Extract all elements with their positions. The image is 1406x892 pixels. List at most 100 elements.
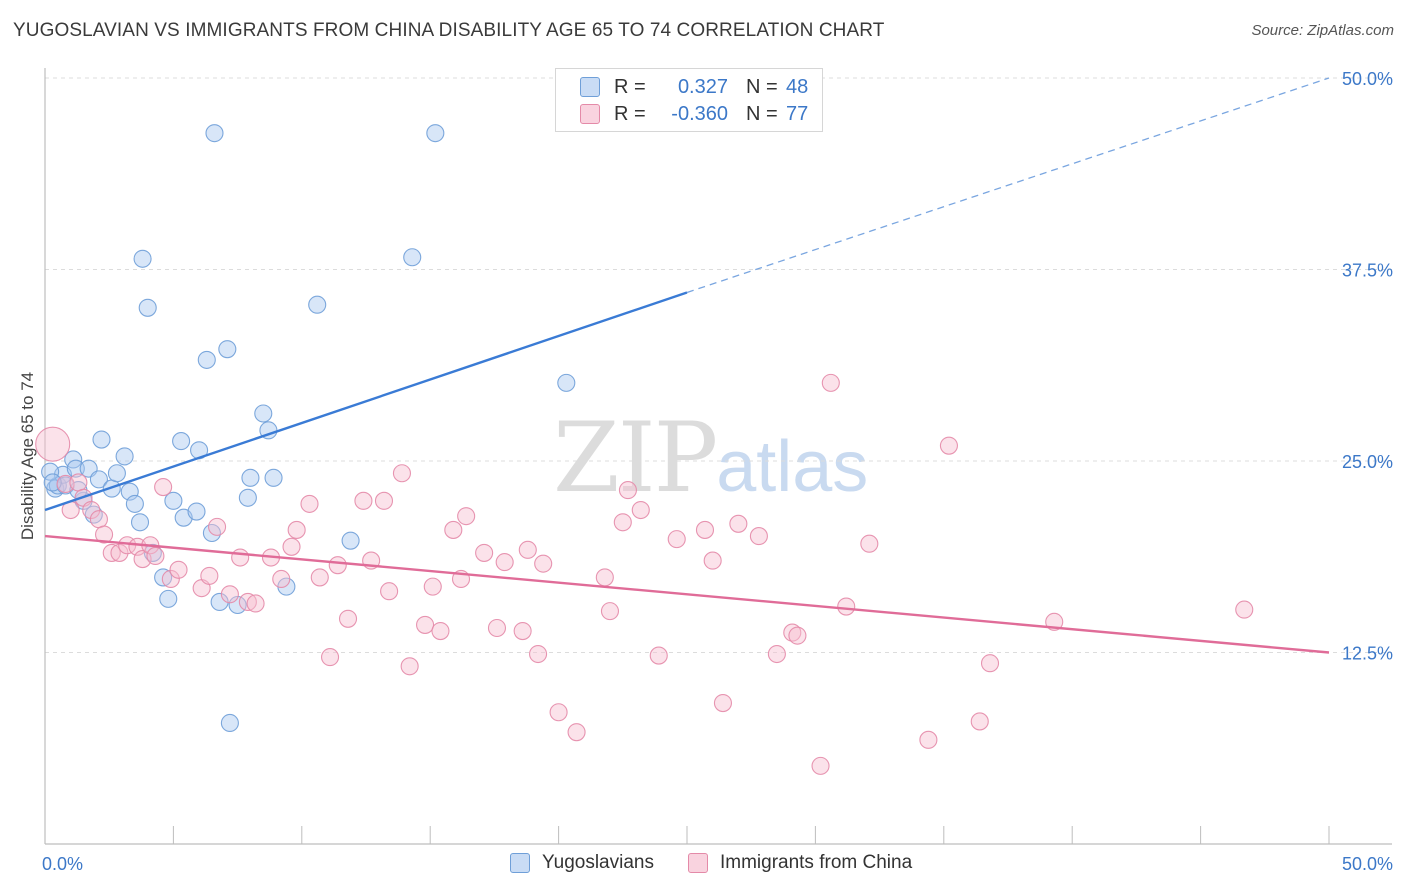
point-yugoslavian	[403, 248, 422, 267]
legend-label: Yugoslavians	[542, 852, 654, 873]
point-yugoslavian	[187, 502, 206, 521]
point-china	[649, 646, 668, 665]
n-label: N =	[746, 75, 778, 98]
point-yugoslavian	[218, 340, 237, 359]
point-china	[287, 520, 306, 539]
point-yugoslavian	[164, 491, 183, 510]
point-china	[431, 622, 450, 641]
legend-swatch-blue	[580, 77, 600, 97]
point-china	[860, 534, 879, 553]
legend-swatch-pink	[687, 853, 708, 873]
point-china	[208, 517, 227, 536]
point-yugoslavian	[254, 404, 273, 423]
point-china	[374, 491, 394, 510]
point-china	[238, 592, 257, 611]
legend-item-yugoslavians[interactable]: Yugoslavians	[510, 852, 654, 874]
point-china	[513, 622, 532, 641]
tick-labels: 12.5% 25.0% 37.5% 50.0% 0.0% 50.0%	[42, 69, 1393, 874]
point-china	[392, 464, 412, 483]
point-china	[667, 530, 686, 549]
point-yugoslavian	[41, 462, 60, 481]
point-china	[939, 436, 958, 455]
point-yugoslavian	[172, 432, 191, 451]
point-yugoslavian	[89, 470, 108, 489]
point-china	[919, 730, 938, 749]
stats-legend: R = 0.327 N = 48 R = -0.360 N = 77	[555, 68, 823, 132]
point-yugoslavian	[154, 568, 173, 587]
point-china	[246, 594, 265, 613]
point-china	[749, 527, 768, 546]
point-china	[82, 500, 101, 520]
point-yugoslavian	[125, 494, 144, 513]
point-yugoslavian	[197, 350, 216, 369]
point-china	[35, 426, 71, 462]
series-legend: Yugoslavians Immigrants from China	[510, 852, 946, 874]
point-china	[95, 525, 114, 544]
point-china	[703, 551, 722, 570]
axes	[44, 68, 1392, 845]
point-china	[444, 520, 463, 539]
point-china	[69, 473, 88, 492]
point-china	[457, 507, 476, 526]
point-yugoslavian	[66, 459, 85, 478]
n-value: 77	[786, 102, 809, 125]
point-china	[328, 556, 347, 575]
point-china	[713, 694, 733, 713]
point-china	[495, 553, 514, 572]
point-china	[338, 609, 358, 628]
r-label: R =	[614, 102, 646, 125]
data-points	[35, 124, 1254, 775]
point-china	[1235, 600, 1254, 619]
trend-lines	[44, 77, 1330, 654]
point-china	[783, 623, 802, 642]
r-label: R =	[614, 75, 646, 98]
point-china	[567, 723, 586, 742]
legend-item-china[interactable]: Immigrants from China	[687, 852, 913, 874]
n-value: 48	[786, 75, 809, 98]
r-value: -0.360	[671, 102, 728, 125]
point-yugoslavian	[210, 592, 229, 611]
point-china	[231, 548, 250, 567]
point-yugoslavian	[238, 488, 257, 507]
trend-line-china	[44, 534, 1330, 654]
point-china	[400, 657, 419, 676]
point-china	[618, 481, 637, 500]
point-china	[811, 756, 830, 775]
point-china	[282, 537, 301, 556]
point-china	[169, 560, 188, 579]
point-china	[310, 568, 329, 587]
point-china	[272, 569, 291, 589]
point-china	[220, 585, 239, 604]
point-yugoslavian	[308, 295, 327, 314]
point-yugoslavian	[115, 447, 134, 466]
point-china	[146, 546, 165, 566]
point-china	[529, 644, 548, 664]
point-china	[549, 703, 568, 722]
x-tick-label: 50.0%	[1342, 854, 1393, 874]
chart-title: YUGOSLAVIAN VS IMMIGRANTS FROM CHINA DIS…	[13, 20, 885, 41]
point-china	[320, 648, 340, 667]
trend-line-yugoslavians-extension	[686, 77, 1330, 294]
point-yugoslavian	[107, 464, 126, 483]
point-yugoslavian	[557, 373, 576, 392]
point-yugoslavian	[264, 468, 283, 487]
n-label: N =	[746, 102, 778, 125]
point-yugoslavian	[426, 124, 445, 143]
point-china	[487, 618, 507, 638]
legend-row-yugoslavians: R = 0.327 N = 48	[556, 73, 808, 101]
point-china	[423, 577, 442, 596]
point-china	[821, 373, 840, 392]
point-china	[534, 554, 553, 573]
point-yugoslavian	[133, 249, 152, 268]
point-yugoslavian	[138, 298, 157, 317]
point-china	[154, 477, 173, 497]
point-yugoslavian	[220, 713, 239, 733]
legend-label: Immigrants from China	[719, 852, 913, 873]
point-china	[631, 500, 650, 520]
point-china	[837, 597, 856, 616]
point-china	[200, 566, 219, 585]
point-china	[300, 494, 319, 513]
point-china	[695, 520, 715, 539]
point-china	[380, 582, 399, 601]
